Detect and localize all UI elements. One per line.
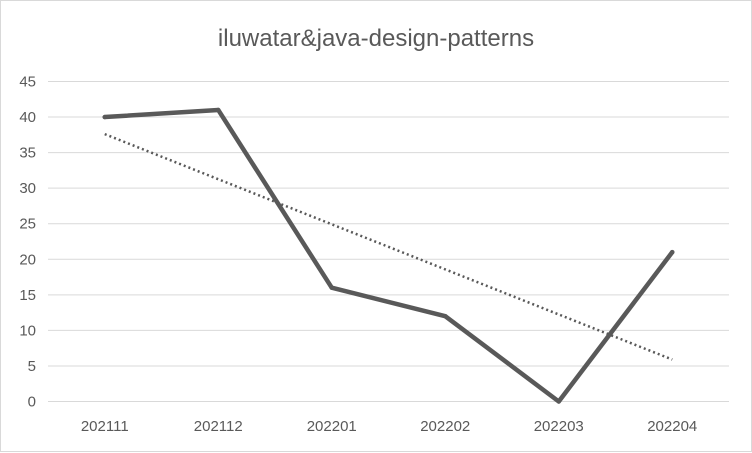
series-line [102,107,675,404]
y-tick-label: 45 [19,74,36,91]
data-point [443,313,448,319]
y-tick-label: 10 [19,322,36,339]
data-point [556,399,561,404]
y-tick-label: 5 [28,358,36,375]
x-tick-label: 202202 [420,418,470,435]
y-tick-label: 20 [19,251,36,268]
y-tick-label: 40 [19,109,36,126]
data-point [670,249,675,255]
x-tick-label: 202112 [194,418,243,435]
y-axis-ticks: 0 5 10 15 20 25 30 35 40 45 [19,74,36,411]
y-tick-label: 35 [19,145,36,162]
chart-title: iluwatar&java-design-patterns [218,25,534,52]
x-tick-label: 202111 [81,418,129,435]
y-tick-label: 15 [19,287,36,304]
data-point [216,107,221,113]
data-point [102,114,107,120]
trendline [104,132,673,361]
trendline-layer [104,132,673,361]
y-tick-label: 0 [28,394,36,411]
gridlines [48,81,729,402]
y-tick-label: 30 [19,180,36,197]
series-layer [102,107,675,404]
y-tick-label: 25 [19,216,36,233]
x-axis-ticks: 202111 202112 202201 202202 202203 202204 [81,418,697,435]
x-tick-label: 202203 [534,418,584,435]
x-tick-label: 202204 [647,418,697,435]
x-tick-label: 202201 [307,418,357,435]
data-point [329,285,334,290]
